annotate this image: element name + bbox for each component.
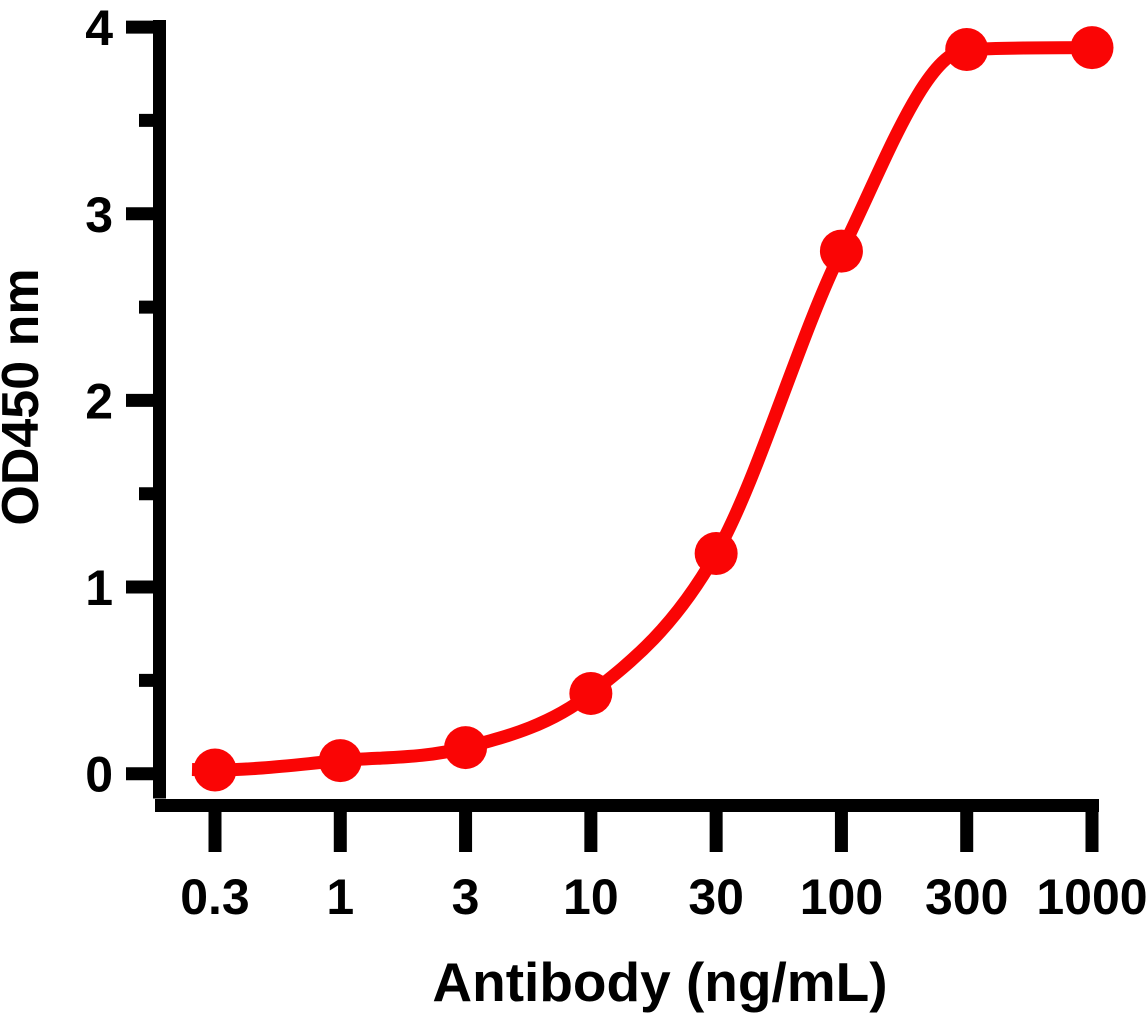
- x-tick-label: 300: [925, 869, 1008, 925]
- binding-curve: [191, 41, 1093, 777]
- ticks-group: [126, 20, 1099, 852]
- x-tick-label: 1000: [1036, 869, 1147, 925]
- data-point-marker: [819, 229, 863, 273]
- axes-group: [153, 20, 1099, 812]
- data-point-marker: [1070, 26, 1114, 70]
- data-point-marker: [569, 671, 613, 715]
- y-axis-title: OD450 nm: [0, 268, 50, 525]
- x-tick-label: 1: [326, 869, 354, 925]
- data-point-marker: [945, 27, 989, 71]
- data-point-marker: [318, 739, 362, 783]
- y-tick-label: 0: [85, 747, 113, 803]
- y-tick-label: 1: [85, 560, 113, 616]
- y-tick-label: 3: [85, 187, 113, 243]
- x-tick-label: 3: [452, 869, 480, 925]
- y-tick-label: 4: [85, 0, 113, 56]
- x-tick-label: 0.3: [180, 869, 250, 925]
- series-group: [191, 26, 1114, 792]
- data-point-marker: [444, 726, 488, 770]
- x-axis-title: Antibody (ng/mL): [432, 951, 887, 1013]
- data-point-marker: [694, 531, 738, 575]
- tick-labels-group: 0 1 2 3 4 0.3 1 3 10 30 100 300 1000: [85, 0, 1147, 925]
- x-tick-label: 100: [800, 869, 883, 925]
- data-point-marker: [193, 748, 237, 792]
- x-tick-label: 30: [688, 869, 744, 925]
- x-tick-label: 10: [563, 869, 619, 925]
- y-tick-label: 2: [85, 373, 113, 429]
